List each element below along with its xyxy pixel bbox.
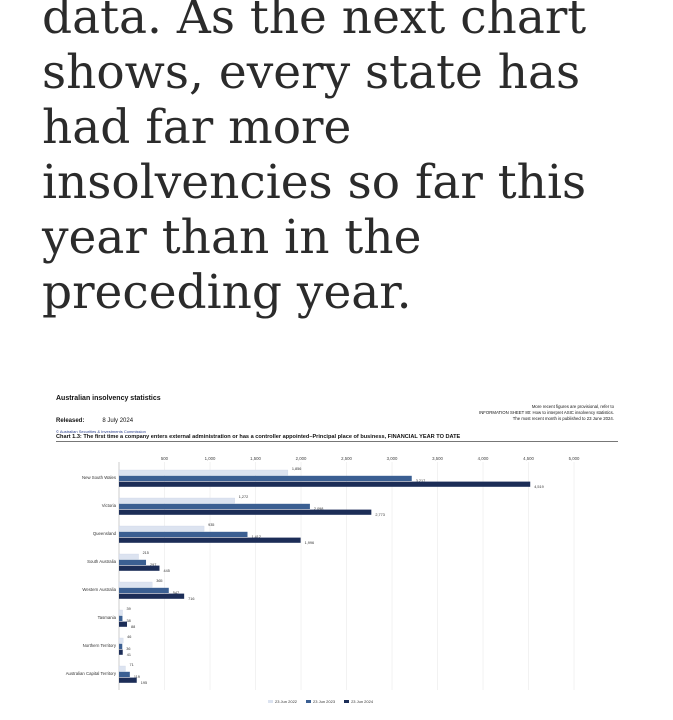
x-tick-label: 3,000 <box>387 456 398 461</box>
bar <box>119 475 412 481</box>
bar <box>118 553 139 560</box>
released-date: 8 July 2024 <box>102 418 134 424</box>
figure-note-line: More recent figures are provisional, ref… <box>531 404 614 409</box>
data-label: 1,412 <box>251 535 261 539</box>
x-tick-label: 1,000 <box>205 456 216 461</box>
data-label: 3,217 <box>416 479 426 483</box>
bar-chart: 500 1,000 1,500 2,000 2,500 3,000 3,500 4,000 4,… <box>66 456 580 690</box>
bar <box>118 581 153 588</box>
bar <box>118 497 235 504</box>
commission-credit: © Australian Securities & Investments Co… <box>56 429 146 434</box>
legend-label: 23 Jun 2022 <box>275 699 298 704</box>
figure-note: More recent figures are provisional, ref… <box>479 404 614 422</box>
x-tick-label: 2,500 <box>341 456 352 461</box>
bar <box>119 559 147 565</box>
chart-figure: Australian insolvency statistics More re… <box>50 390 620 715</box>
x-tick-label: 1,500 <box>250 456 261 461</box>
legend-label: 23 Jun 2024 <box>351 699 374 704</box>
legend-item: 23 Jun 2024 <box>344 699 373 704</box>
bar <box>119 509 372 515</box>
article-line: shows, every state has <box>42 45 581 100</box>
category-label: Victoria <box>102 503 117 508</box>
chart-title: Chart 1.3: The first time a company ente… <box>56 434 461 440</box>
x-tick-label: 3,500 <box>432 456 443 461</box>
chart-legend: 23 Jun 2022 23 Jun 2023 23 Jun 2024 <box>268 699 373 704</box>
bar <box>119 531 248 537</box>
bar <box>119 593 185 599</box>
legend-swatch <box>344 700 350 703</box>
x-tick-label: 4,500 <box>523 456 534 461</box>
bar <box>118 525 205 532</box>
x-tick-label: 4,000 <box>478 456 489 461</box>
data-label: 547 <box>173 591 179 595</box>
category-label: Australian Capital Territory <box>66 671 117 676</box>
bar <box>118 609 123 616</box>
bar <box>119 649 123 655</box>
article-text: data. As the next chart shows, every sta… <box>42 0 662 320</box>
bar <box>119 481 531 487</box>
bar <box>119 565 160 571</box>
article-line: data. As the next chart <box>42 0 587 45</box>
figure-title: Australian insolvency statistics <box>56 395 161 402</box>
x-tick-label: 2,000 <box>296 456 307 461</box>
article-line: preceding year. <box>42 265 412 320</box>
data-label: 195 <box>141 681 147 685</box>
category-label: Western Australia <box>82 587 116 592</box>
data-label: 215 <box>143 551 149 555</box>
bar <box>119 615 123 621</box>
figure-note-line: INFORMATION SHEET 80: How to interpret A… <box>479 410 614 415</box>
data-label: 71 <box>129 663 133 667</box>
figure-note-line: The most recent month is published to 23… <box>512 416 614 421</box>
article-line: year than in the <box>42 210 422 265</box>
legend-swatch <box>268 700 273 703</box>
data-label: 1,856 <box>292 467 302 471</box>
article-line: insolvencies so far this <box>42 155 587 210</box>
released-row: Released: 8 July 2024 <box>56 418 133 424</box>
data-label: 46 <box>127 635 131 639</box>
data-label: 1,996 <box>305 541 315 545</box>
data-label: 935 <box>208 523 214 527</box>
data-label: 88 <box>131 625 135 629</box>
bar <box>119 621 128 627</box>
released-label: Released: <box>56 418 85 424</box>
bar <box>119 537 301 543</box>
data-label: 2,773 <box>375 513 385 517</box>
data-label: 39 <box>127 607 131 611</box>
data-label: 297 <box>150 563 156 567</box>
data-label: 4,519 <box>534 485 544 489</box>
data-label: 445 <box>163 569 169 573</box>
category-label: South Australia <box>87 559 117 564</box>
bar <box>118 665 126 672</box>
data-label: 1,272 <box>239 495 249 499</box>
title-divider <box>56 441 618 442</box>
bar <box>119 587 169 593</box>
data-label: 365 <box>156 579 162 583</box>
data-label: 41 <box>127 653 131 657</box>
data-label: 38 <box>126 619 130 623</box>
legend-item: 23 Jun 2022 <box>268 699 297 704</box>
category-label: New South Wales <box>82 475 116 480</box>
data-label: 119 <box>134 675 140 679</box>
bar <box>118 469 289 476</box>
data-label: 36 <box>126 647 130 651</box>
category-label: Tasmania <box>98 615 117 620</box>
legend-swatch <box>306 700 312 703</box>
bar <box>119 643 123 649</box>
bar <box>119 503 310 509</box>
x-tick-label: 500 <box>161 456 169 461</box>
category-label: Queensland <box>93 531 117 536</box>
bar <box>119 671 130 677</box>
legend-label: 23 Jun 2023 <box>313 699 336 704</box>
data-label: 716 <box>188 597 194 601</box>
bar <box>118 637 124 644</box>
x-tick-label: 5,000 <box>569 456 580 461</box>
article-line: had far more <box>42 100 352 155</box>
bar <box>119 677 137 683</box>
data-label: 2,098 <box>314 507 324 511</box>
legend-item: 23 Jun 2023 <box>306 699 335 704</box>
category-label: Northern Territory <box>83 643 117 648</box>
